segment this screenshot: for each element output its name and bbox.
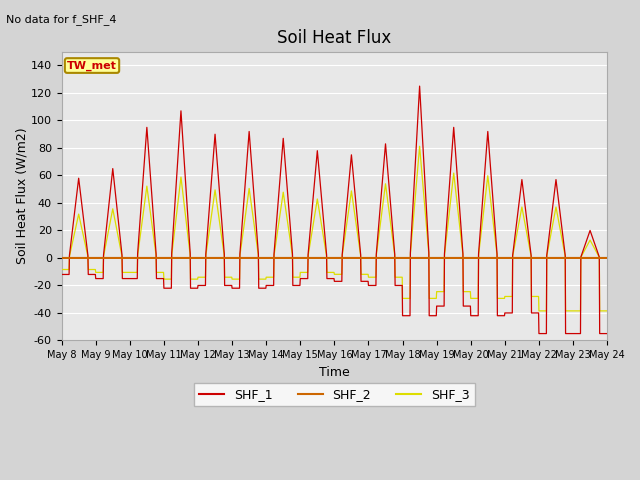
Legend: SHF_1, SHF_2, SHF_3: SHF_1, SHF_2, SHF_3 <box>194 384 475 407</box>
Y-axis label: Soil Heat Flux (W/m2): Soil Heat Flux (W/m2) <box>15 128 28 264</box>
Title: Soil Heat Flux: Soil Heat Flux <box>277 29 392 48</box>
Text: TW_met: TW_met <box>67 60 117 71</box>
Text: No data for f_SHF_4: No data for f_SHF_4 <box>6 14 117 25</box>
X-axis label: Time: Time <box>319 366 349 379</box>
